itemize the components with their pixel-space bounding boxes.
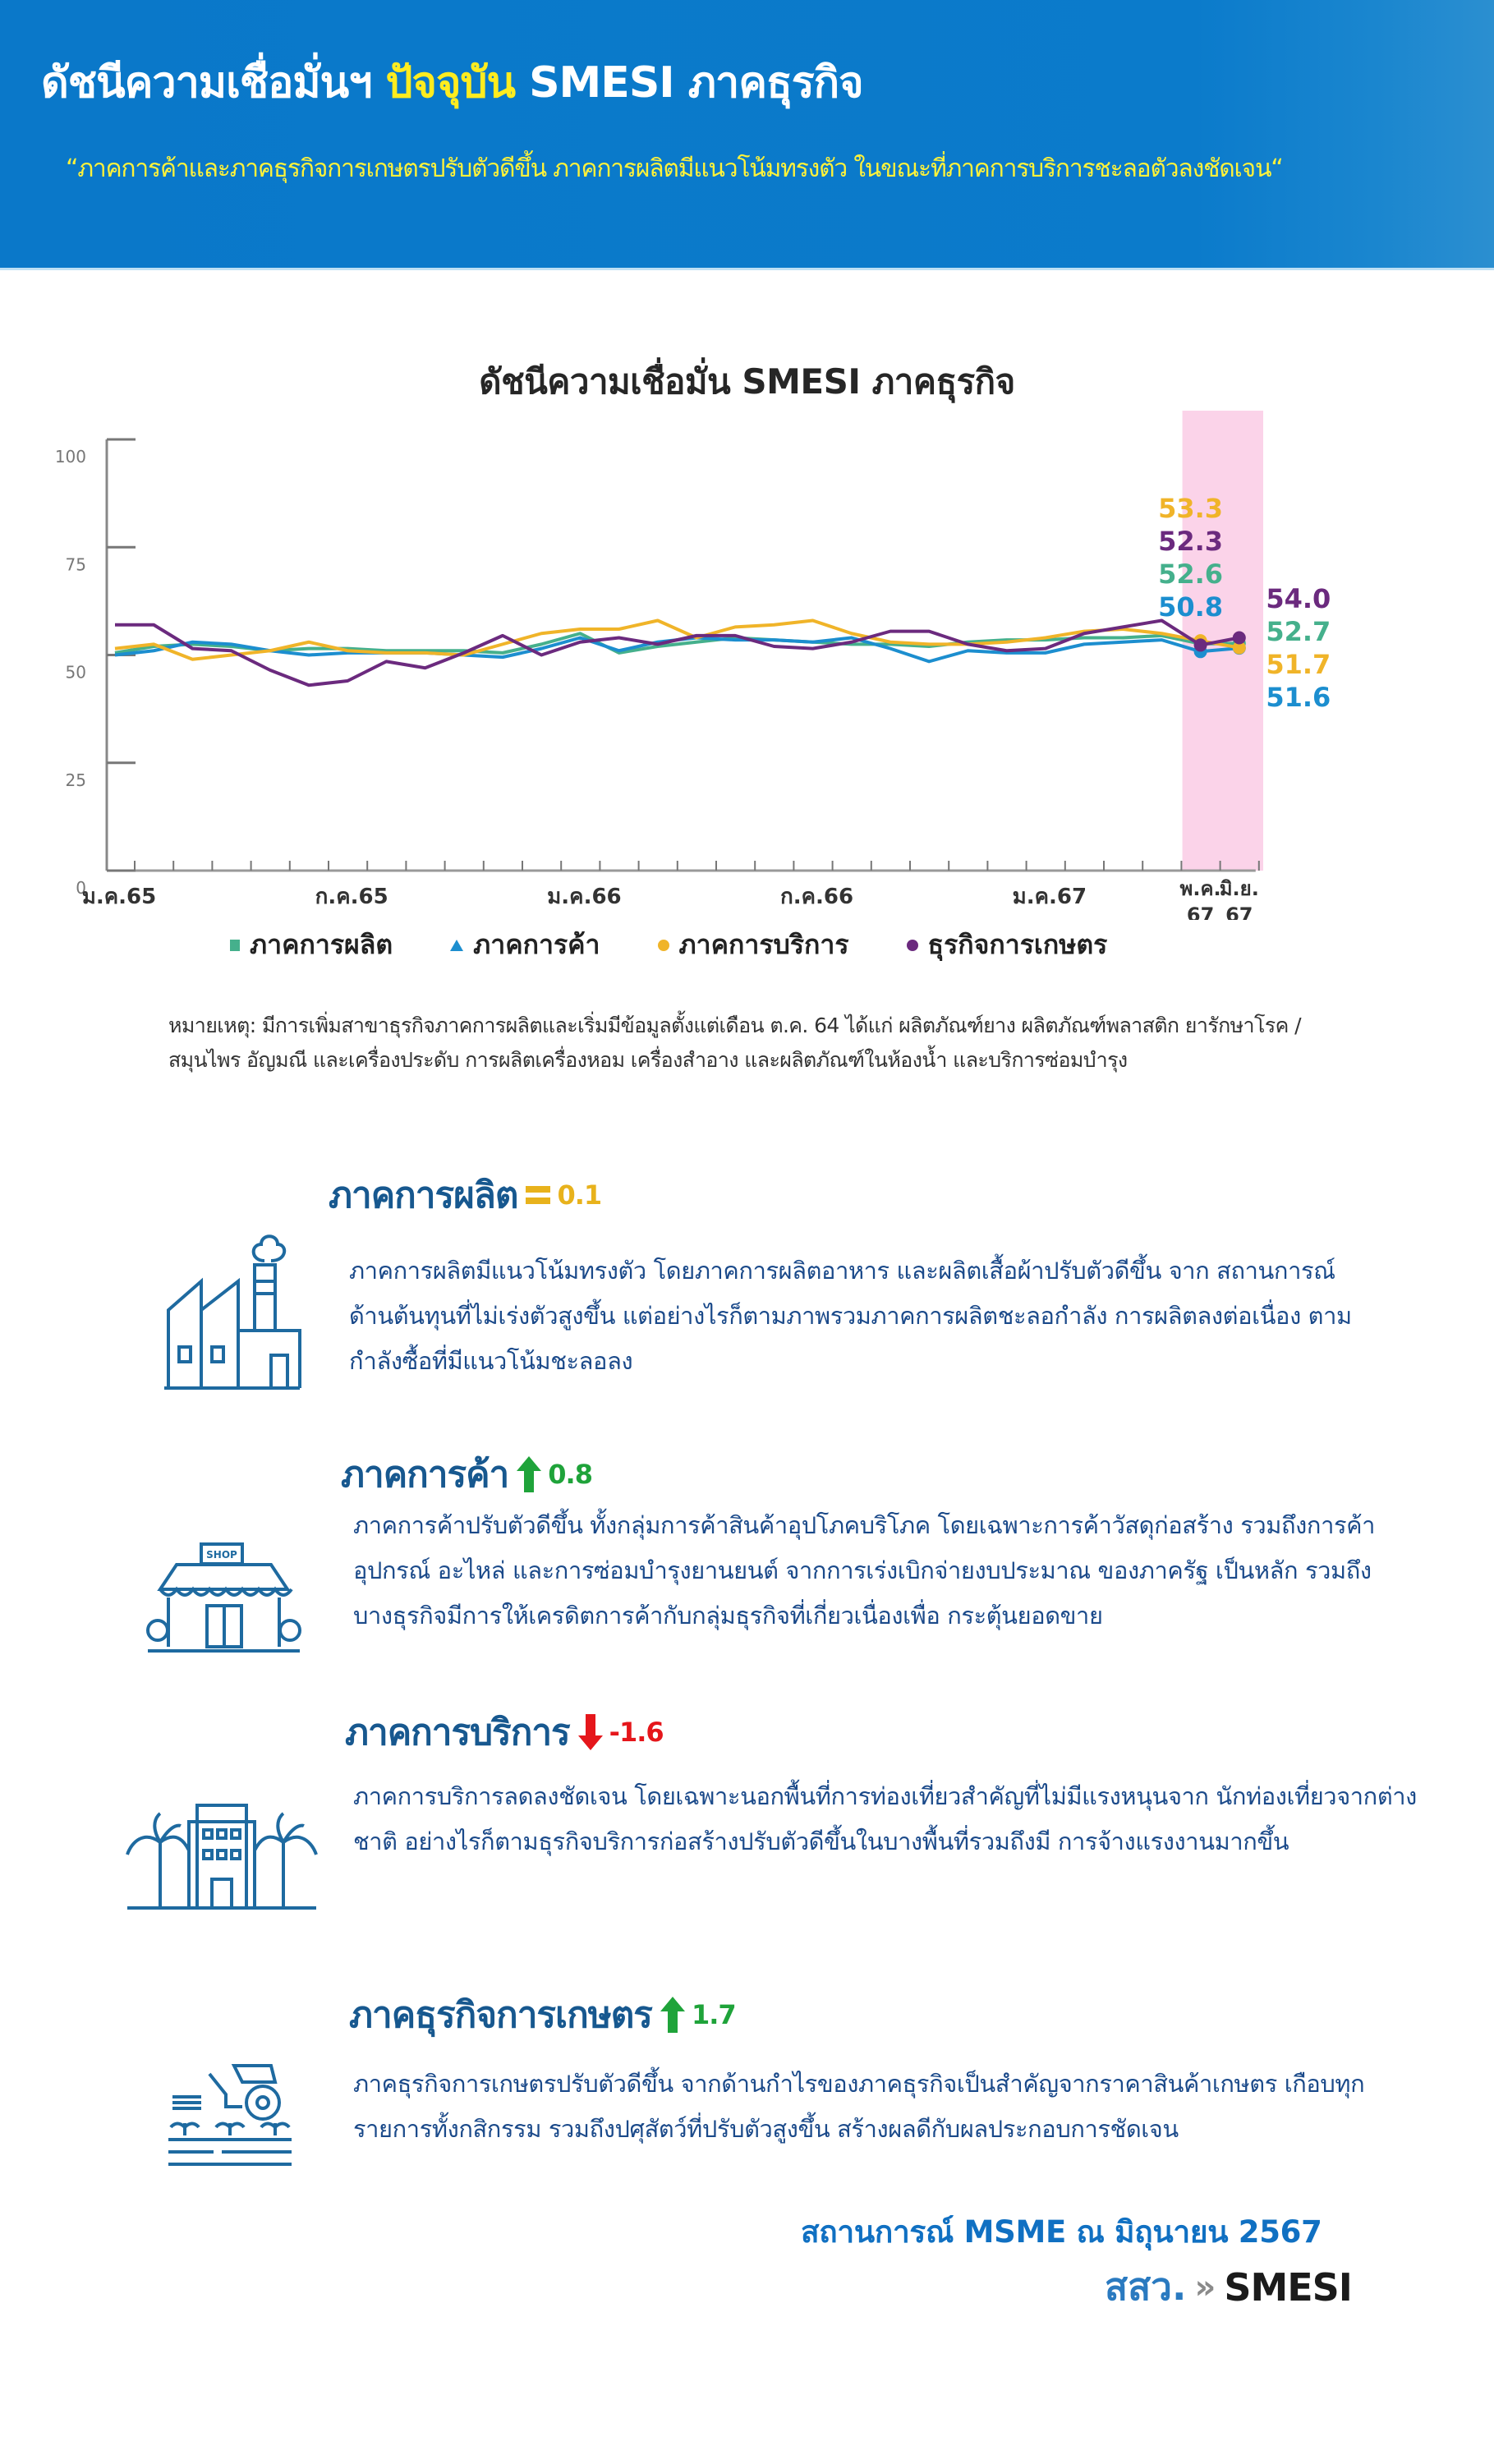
header-banner: ดัชนีความเชื่อมั่นฯ ปัจจุบัน SMESI ภาคธุ… bbox=[0, 0, 1494, 270]
page-title: ดัชนีความเชื่อมั่นฯ ปัจจุบัน SMESI ภาคธุ… bbox=[41, 48, 864, 116]
dot-marker-icon bbox=[906, 939, 918, 951]
svg-text:ก.ค.65: ก.ค.65 bbox=[315, 885, 388, 909]
sector-title-text: ภาคการบริการ bbox=[345, 1712, 571, 1754]
hotel-icon bbox=[126, 1804, 318, 1910]
situation-caption: สถานการณ์ MSME ณ มิถุนายน 2567 bbox=[801, 2214, 1322, 2250]
headline-quote: “ภาคการค้าและภาคธุรกิจการเกษตรปรับตัวดีข… bbox=[66, 154, 1284, 183]
change-indicator: -1.6 bbox=[577, 1714, 664, 1750]
sector-title: ภาคการค้า 0.8 bbox=[341, 1446, 593, 1503]
line-chart: 0 25 50 75 100 ม.ค.65 ก.ค.65 ม.ค.66 ก.ค.66 ม.ค.67… bbox=[0, 411, 1494, 986]
legend-item-services: ภาคการบริการ bbox=[657, 924, 849, 966]
change-indicator: 1.7 bbox=[660, 1997, 737, 2033]
change-value: 0.1 bbox=[557, 1179, 602, 1211]
triangle-marker-icon bbox=[450, 939, 464, 951]
sector-description: ภาคการค้าปรับตัวดีขึ้น ทั้งกลุ่มการค้าสิ… bbox=[353, 1511, 1376, 1630]
change-value: 1.7 bbox=[691, 1999, 737, 2030]
svg-text:50.8: 50.8 bbox=[1158, 591, 1223, 623]
svg-text:52.3: 52.3 bbox=[1158, 526, 1223, 557]
svg-text:67: 67 bbox=[1187, 903, 1214, 920]
svg-text:25: 25 bbox=[66, 770, 86, 790]
change-value: -1.6 bbox=[609, 1717, 664, 1748]
factory-icon bbox=[164, 1234, 301, 1390]
sector-title-text: ภาคธุรกิจการเกษตร bbox=[349, 1994, 653, 2036]
arrow-up-icon bbox=[517, 1456, 542, 1492]
change-value: 0.8 bbox=[548, 1459, 593, 1490]
svg-text:54.0: 54.0 bbox=[1266, 583, 1331, 614]
sector-title-text: ภาคการค้า bbox=[341, 1454, 509, 1496]
svg-text:ม.ค.66: ม.ค.66 bbox=[547, 885, 621, 909]
sector-trade: ภาคการค้า 0.8 SHOP ภาคการค้าปรับตัวดีขึ้… bbox=[0, 1429, 1494, 1700]
sector-agriculture: ภาคธุรกิจการเกษตร 1.7 ภาคธุรกิจการเกษตรป… bbox=[0, 1955, 1494, 2193]
legend-item-agriculture: ธุรกิจการเกษตร bbox=[906, 924, 1108, 966]
svg-text:52.7: 52.7 bbox=[1266, 616, 1331, 647]
svg-text:53.3: 53.3 bbox=[1158, 493, 1223, 524]
svg-text:50: 50 bbox=[66, 663, 86, 683]
sector-title: ภาคการบริการ -1.6 bbox=[345, 1703, 664, 1761]
sector-title: ภาคธุรกิจการเกษตร 1.7 bbox=[349, 1986, 737, 2043]
chart-canvas: 0 25 50 75 100 ม.ค.65 ก.ค.65 ม.ค.66 ก.ค.66 ม.ค.67… bbox=[55, 411, 1331, 920]
legend-item-manufacturing: ภาคการผลิต bbox=[230, 924, 393, 966]
tractor-icon bbox=[168, 2064, 292, 2166]
series-line bbox=[115, 618, 1240, 687]
arrow-down-icon bbox=[577, 1714, 603, 1750]
series-line bbox=[114, 618, 1240, 661]
logo-th-text: สสว. bbox=[1105, 2264, 1187, 2309]
logo-en-text: SMESI bbox=[1224, 2264, 1353, 2310]
svg-text:ม.ค.65: ม.ค.65 bbox=[82, 885, 156, 909]
series-line bbox=[114, 632, 1239, 655]
svg-text:ก.ค.66: ก.ค.66 bbox=[780, 885, 853, 909]
svg-text:51.6: 51.6 bbox=[1266, 682, 1331, 713]
square-marker-icon bbox=[230, 939, 240, 951]
osmep-smesi-logo: สสว. » SMESI bbox=[1105, 2257, 1353, 2317]
chart-title: ดัชนีความเชื่อมั่น SMESI ภาคธุรกิจ bbox=[479, 361, 1015, 402]
sector-description: ภาคธุรกิจการเกษตรปรับตัวดีขึ้น จากด้านกำ… bbox=[353, 2070, 1365, 2143]
change-indicator: 0.8 bbox=[517, 1456, 593, 1492]
svg-text:51.7: 51.7 bbox=[1266, 649, 1331, 680]
sector-description: ภาคการบริการลดลงชัดเจน โดยเฉพาะนอกพื้นที… bbox=[353, 1782, 1417, 1855]
svg-text:100: 100 bbox=[55, 447, 86, 467]
sector-services: ภาคการบริการ -1.6 ภาคการบริการลดลงชัดเจน… bbox=[0, 1692, 1494, 1938]
sector-title: ภาคการผลิต 0.1 bbox=[329, 1166, 602, 1224]
svg-text:67: 67 bbox=[1225, 903, 1253, 920]
change-indicator: 0.1 bbox=[526, 1179, 602, 1211]
sector-manufacturing: ภาคการผลิต 0.1 ภาคการผลิตมีแนวโน้มทรงตัว… bbox=[0, 1150, 1494, 1413]
chevron-right-icon: » bbox=[1194, 2268, 1216, 2306]
svg-text:พ.ค.: พ.ค. bbox=[1180, 877, 1221, 900]
chart-footnote: หมายเหตุ: มีการเพิ่มสาขาธุรกิจภาคการผลิต… bbox=[168, 1014, 1302, 1072]
legend-label: ภาคการบริการ bbox=[678, 929, 849, 960]
svg-text:52.6: 52.6 bbox=[1158, 559, 1223, 590]
dot-marker-icon bbox=[657, 939, 669, 951]
sector-title-text: ภาคการผลิต bbox=[329, 1175, 518, 1216]
equals-icon bbox=[526, 1186, 551, 1204]
arrow-up-icon bbox=[660, 1997, 685, 2033]
shop-sign-label: SHOP bbox=[206, 1549, 237, 1561]
svg-text:75: 75 bbox=[66, 554, 86, 574]
legend-label: ภาคการค้า bbox=[473, 929, 600, 960]
title-highlight: ปัจจุบัน bbox=[385, 58, 516, 108]
shop-icon: SHOP bbox=[146, 1542, 301, 1653]
chart-legend: ภาคการผลิต ภาคการค้า ภาคการบริการ ธุรกิจ… bbox=[230, 924, 1107, 966]
svg-text:มิ.ย.: มิ.ย. bbox=[1220, 877, 1259, 900]
svg-text:0: 0 bbox=[76, 878, 86, 898]
title-part1: ดัชนีความเชื่อมั่นฯ bbox=[41, 58, 386, 108]
sector-description: ภาคการผลิตมีแนวโน้มทรงตัว โดยภาคการผลิตอ… bbox=[349, 1257, 1352, 1375]
legend-label: ธุรกิจการเกษตร bbox=[927, 929, 1108, 960]
title-part2: SMESI ภาคธุรกิจ bbox=[515, 58, 864, 108]
legend-label: ภาคการผลิต bbox=[250, 929, 393, 960]
svg-text:ม.ค.67: ม.ค.67 bbox=[1013, 885, 1087, 909]
legend-item-trade: ภาคการค้า bbox=[450, 924, 600, 966]
